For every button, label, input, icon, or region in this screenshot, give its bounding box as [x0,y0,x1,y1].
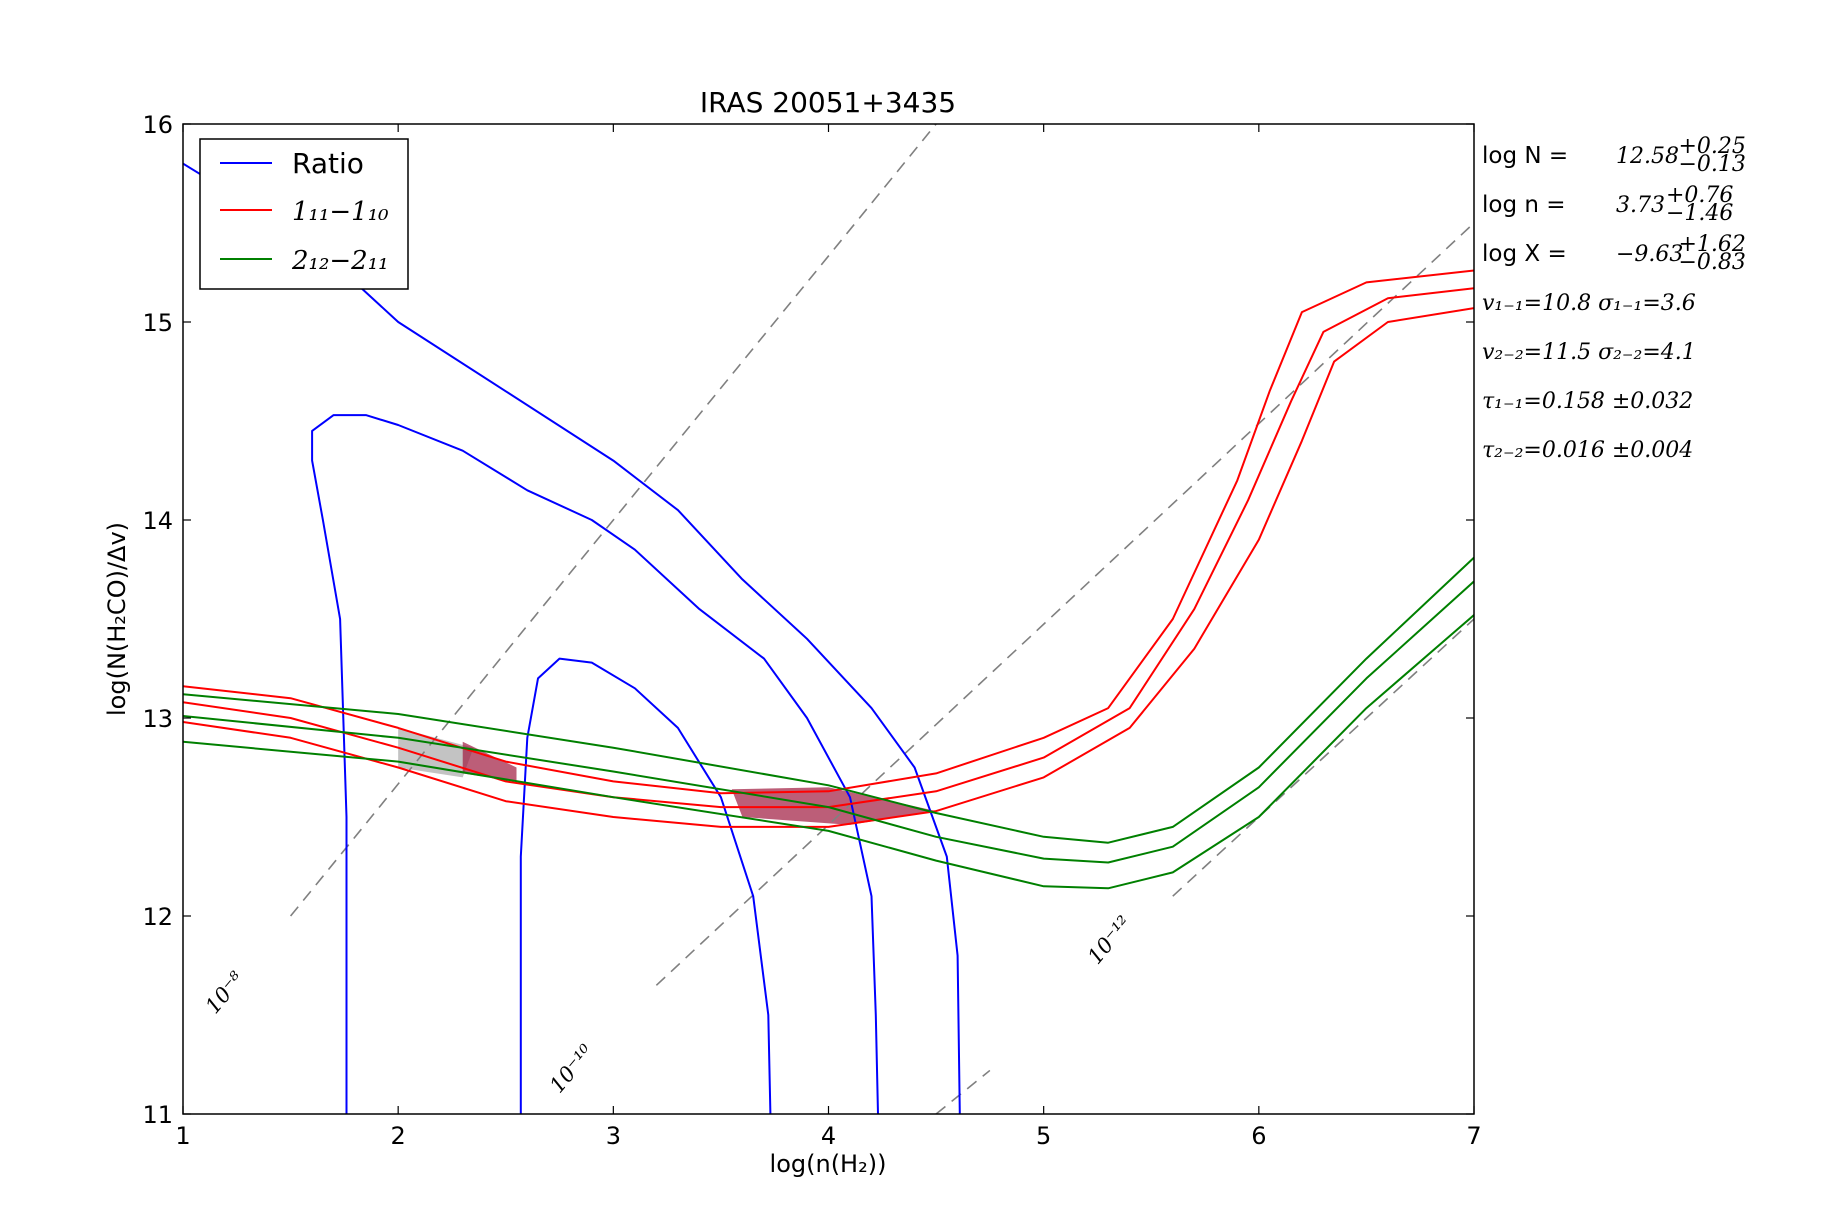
fit-sup-0: +0.25 [1679,134,1746,159]
y-tick-label-1: 12 [142,903,173,931]
y-tick-label-0: 11 [142,1101,173,1129]
x-tick-label-4: 5 [1036,1122,1051,1150]
fit-label-0: log N = [1482,143,1568,169]
series-line-ratio-2 [519,657,772,1114]
x-tick-label-3: 4 [821,1122,836,1150]
diagonal-lines [289,124,1474,1114]
fit-sub-0: −0.13 [1679,152,1746,177]
fit-value-1: 3.73 [1616,193,1665,218]
x-tick-label-5: 6 [1251,1122,1266,1150]
diagonal-annotation-1: 10⁻¹⁰ [545,1040,599,1098]
fit-value-0: 12.58 [1616,144,1679,169]
legend-label-oneone: 1₁₁−1₁₀ [292,197,389,227]
legend-label-twotwo: 2₁₂−2₁₁ [291,246,389,276]
series-line-oneone-4 [183,287,1474,809]
series-line-ratio-0 [183,162,961,1114]
fit-value-5: τ₁₋₁=0.158 ±0.032 [1482,389,1693,414]
series-line-oneone-3 [183,269,1474,795]
legend-label-ratio: Ratio [292,147,364,180]
fit-sup-1: +0.76 [1666,183,1733,208]
chart-title: IRAS 20051+3435 [700,86,956,119]
fit-value-6: τ₂₋₂=0.016 ±0.004 [1482,438,1693,463]
y-tick-label-2: 13 [142,705,173,733]
fit-value-4: v₂₋₂=11.5 σ₂₋₂=4.1 [1482,340,1696,365]
x-axis-label: log(n(H₂)) [770,1150,887,1178]
diagonal-annotation-2: 10⁻¹² [1083,911,1137,968]
diagonal-line-2 [935,1069,991,1114]
fit-sup-2: +1.62 [1679,232,1746,257]
fit-value-3: v₁₋₁=10.8 σ₁₋₁=3.6 [1482,291,1696,316]
fit-label-2: log X = [1482,241,1567,267]
y-tick-label-3: 14 [142,507,173,535]
fit-sub-1: −1.46 [1666,201,1733,226]
legend: Ratio 1₁₁−1₁₀ 2₁₂−2₁₁ [199,138,409,290]
series-line-twotwo-6 [183,556,1474,844]
shaded-regions [398,727,937,825]
y-tick-label-5: 16 [142,111,173,139]
series-lines [183,162,1474,1114]
fit-value-2: −9.63 [1616,242,1683,267]
x-tick-label-1: 2 [391,1122,406,1150]
series-line-oneone-5 [183,307,1474,828]
x-tick-label-2: 3 [606,1122,621,1150]
diagonal-line-0 [289,124,937,917]
series-line-ratio-1 [311,414,879,1114]
x-tick-label-6: 7 [1466,1122,1481,1150]
diagonal-annotations: 10⁻⁸ 10⁻¹⁰ 10⁻¹² [201,911,1137,1097]
fit-results: log N = 12.58 +0.25−0.13 log n = 3.73 +0.76… [1482,134,1746,463]
fit-sub-2: −0.83 [1679,250,1746,275]
y-axis-label: log(N(H₂CO)/Δv) [103,522,131,716]
diagonal-annotation-0: 10⁻⁸ [201,967,249,1018]
fit-label-1: log n = [1482,192,1566,218]
x-tick-label-0: 1 [175,1122,190,1150]
series-line-twotwo-7 [183,580,1474,864]
series-line-twotwo-8 [183,614,1474,890]
diagonal-line-3 [1172,618,1474,897]
y-tick-label-4: 15 [142,309,173,337]
diagonal-line-1 [655,222,1474,986]
